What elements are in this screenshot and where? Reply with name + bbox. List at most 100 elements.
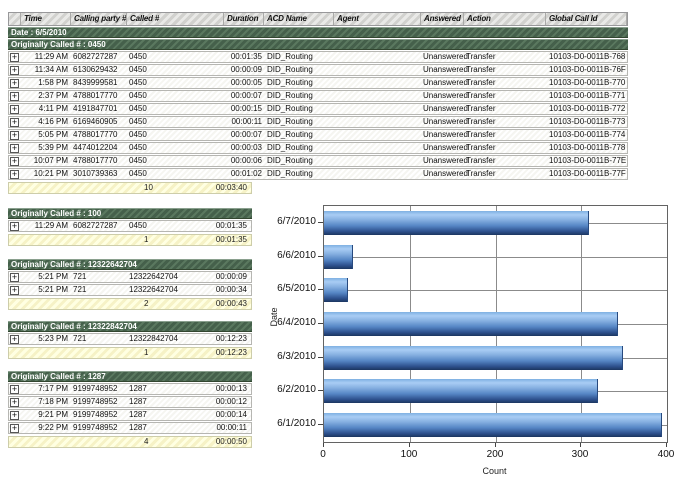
expand-icon[interactable]: + xyxy=(10,169,19,179)
cell-called: 12322642704 xyxy=(129,272,178,281)
horizontal-gridline xyxy=(324,257,667,258)
table-row: +11:29 AM 6082727287 0450 00:01:35 xyxy=(8,220,252,232)
cell-global_id: 10103-D0-0011B-77F xyxy=(549,169,626,178)
cell-calling: 4788017770 xyxy=(73,91,118,100)
table-row: +9:21 PM 9199748952 1287 00:00:14 xyxy=(8,409,252,421)
chart-plot-area xyxy=(323,205,668,443)
cell-acd: DID_Routing xyxy=(267,65,313,74)
summary-spacer xyxy=(9,348,144,358)
expand-icon[interactable]: + xyxy=(10,285,19,295)
expand-icon[interactable]: + xyxy=(10,397,19,407)
cell-time: 5:21 PM xyxy=(38,285,68,294)
cell-agent xyxy=(334,52,421,62)
cell-global_id: 10103-D0-0011B-768 xyxy=(549,52,626,61)
column-header-answered: Answered xyxy=(421,13,464,25)
summary-duration: 00:01:35 xyxy=(215,235,247,244)
y-tick-label: 6/7/2010 xyxy=(277,216,316,227)
cell-agent xyxy=(334,143,421,153)
cell-called: 0450 xyxy=(129,169,147,178)
summary-spacer xyxy=(9,235,144,245)
cell-time: 11:34 AM xyxy=(34,65,68,74)
cell-duration: 00:00:34 xyxy=(215,285,247,294)
expand-icon[interactable]: + xyxy=(10,334,19,344)
column-header-duration: Duration xyxy=(224,13,264,25)
table-row: +5:23 PM 721 12322842704 00:12:23 xyxy=(8,333,252,345)
expand-cell: + xyxy=(9,410,21,420)
cell-duration: 00:00:03 xyxy=(230,143,262,152)
column-header-time: Time xyxy=(21,13,71,25)
group-section: Originally Called # : 1287 +7:17 PM 919974… xyxy=(8,370,252,448)
cell-called: 1287 xyxy=(129,397,147,406)
cell-agent xyxy=(334,156,421,166)
summary-duration: 00:12:23 xyxy=(215,348,247,357)
cell-time: 7:17 PM xyxy=(38,384,68,393)
expand-icon[interactable]: + xyxy=(10,52,19,62)
group-summary-row: 4 00:00:50 xyxy=(8,436,252,448)
column-header-acd-name: ACD Name xyxy=(264,13,334,25)
y-tick-label: 6/5/2010 xyxy=(277,283,316,294)
cell-called: 12322642704 xyxy=(129,285,178,294)
y-tick xyxy=(318,256,323,257)
cell-action: Transfer xyxy=(466,156,496,165)
y-tick-label: 6/3/2010 xyxy=(277,351,316,362)
group-summary-row: 2 00:00:43 xyxy=(8,298,252,310)
expand-icon[interactable]: + xyxy=(10,78,19,88)
expand-icon[interactable]: + xyxy=(10,117,19,127)
cell-action: Transfer xyxy=(466,104,496,113)
table-row: +1:58 PM 8439999581 0450 00:00:05 DID_Routin… xyxy=(8,77,628,89)
cell-time: 5:23 PM xyxy=(38,334,68,343)
x-tick-label: 0 xyxy=(320,449,326,460)
cell-calling: 9199748952 xyxy=(73,423,118,432)
expand-icon[interactable]: + xyxy=(10,272,19,282)
expand-icon[interactable]: + xyxy=(10,221,19,231)
bar-6/1/2010 xyxy=(324,413,662,437)
group-summary-row: 1 00:01:35 xyxy=(8,234,252,246)
cell-called: 0450 xyxy=(129,104,147,113)
expand-icon[interactable]: + xyxy=(10,156,19,166)
cell-time: 5:39 PM xyxy=(38,143,68,152)
cell-called: 1287 xyxy=(129,423,147,432)
cell-time: 9:22 PM xyxy=(38,423,68,432)
cell-calling: 4191847701 xyxy=(73,104,118,113)
cell-global_id: 10103-D0-0011B-772 xyxy=(549,104,626,113)
y-tick-label: 6/2/2010 xyxy=(277,384,316,395)
cell-answered: Unanswered xyxy=(423,143,468,152)
bar-6/5/2010 xyxy=(324,278,348,302)
table-row: +5:39 PM 4474012204 0450 00:00:03 DID_Routin… xyxy=(8,142,628,154)
expand-icon[interactable]: + xyxy=(10,410,19,420)
x-tick xyxy=(666,443,667,447)
cell-calling: 4474012204 xyxy=(73,143,118,152)
cell-called: 1287 xyxy=(129,384,147,393)
cell-action: Transfer xyxy=(466,117,496,126)
y-tick xyxy=(318,424,323,425)
chart-x-axis-title: Count xyxy=(482,466,507,476)
expand-cell: + xyxy=(9,221,21,231)
cell-global_id: 10103-D0-0011B-77E xyxy=(549,156,627,165)
expand-cell: + xyxy=(9,143,21,153)
cell-called: 0450 xyxy=(129,65,147,74)
expand-icon[interactable]: + xyxy=(10,104,19,114)
expand-icon[interactable]: + xyxy=(10,423,19,433)
table-row: +4:11 PM 4191847701 0450 00:00:15 DID_Routin… xyxy=(8,103,628,115)
expand-icon[interactable]: + xyxy=(10,384,19,394)
expand-cell: + xyxy=(9,78,21,88)
expand-icon[interactable]: + xyxy=(10,91,19,101)
cell-duration: 00:00:09 xyxy=(230,65,262,74)
cell-answered: Unanswered xyxy=(423,65,468,74)
cell-called: 0450 xyxy=(129,91,147,100)
expand-cell: + xyxy=(9,397,21,407)
cell-duration: 00:01:35 xyxy=(230,52,262,61)
cell-answered: Unanswered xyxy=(423,104,468,113)
cell-acd: DID_Routing xyxy=(267,91,313,100)
cell-called: 0450 xyxy=(129,117,147,126)
cell-duration: 00:00:06 xyxy=(230,156,262,165)
summary-duration: 00:00:43 xyxy=(215,299,247,308)
expand-icon[interactable]: + xyxy=(10,143,19,153)
expand-cell: + xyxy=(9,130,21,140)
x-tick-label: 100 xyxy=(400,449,418,460)
column-header-expand xyxy=(9,13,21,25)
cell-time: 5:05 PM xyxy=(38,130,68,139)
expand-icon[interactable]: + xyxy=(10,130,19,140)
expand-icon[interactable]: + xyxy=(10,65,19,75)
